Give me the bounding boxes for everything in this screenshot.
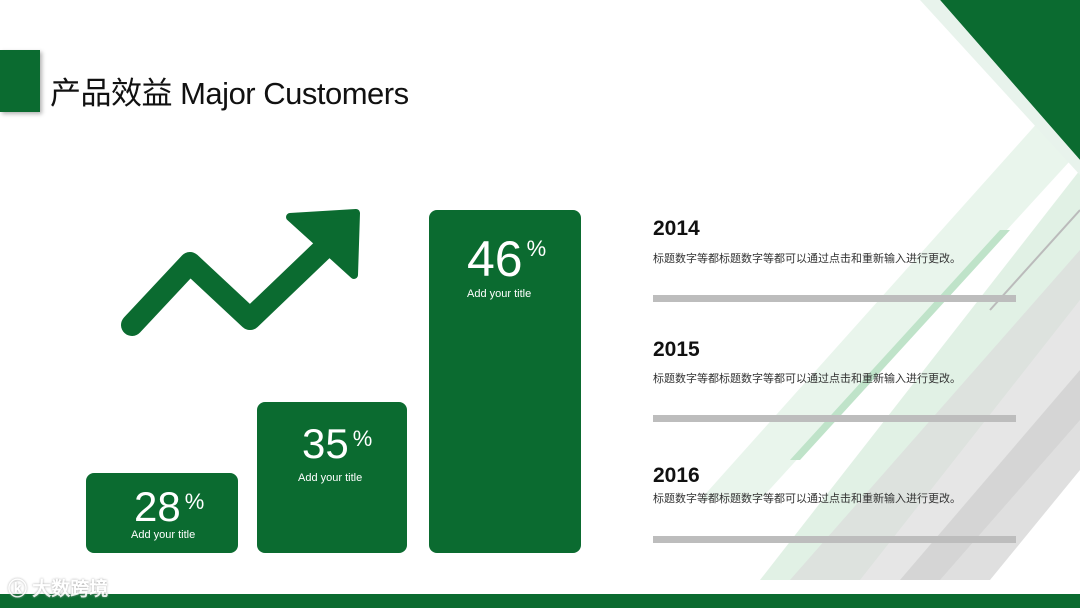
page-title: 产品效益 Major Customers [50, 76, 409, 111]
value-number: 35 [302, 420, 349, 467]
divider [653, 415, 1016, 422]
year-2014: 2014 [653, 217, 700, 240]
bar-46: 46% Add your title [429, 210, 581, 553]
description-2015: 标题数字等都标题数字等都可以通过点击和重新输入进行更改。 [653, 373, 961, 385]
bar-value: 46% [467, 230, 546, 288]
bar-value: 28% [134, 483, 204, 531]
divider [653, 536, 1016, 543]
bar-label: Add your title [131, 529, 196, 541]
value-number: 28 [134, 483, 181, 530]
value-number: 46 [467, 231, 523, 287]
description-2014: 标题数字等都标题数字等都可以通过点击和重新输入进行更改。 [653, 253, 961, 265]
percent-sign: % [526, 236, 547, 261]
watermark-logo-icon: ⓚ [8, 579, 33, 600]
description-2016: 标题数字等都标题数字等都可以通过点击和重新输入进行更改。 [653, 493, 961, 505]
bar-label: Add your title [467, 288, 532, 300]
percent-sign: % [352, 426, 373, 451]
bar-35: 35% Add your title [257, 402, 407, 553]
percent-sign: % [184, 489, 205, 514]
watermark-text: 大数跨境 [32, 579, 109, 600]
divider [653, 295, 1016, 302]
trend-up-arrow-icon [121, 209, 360, 336]
bar-label: Add your title [298, 472, 363, 484]
title-accent-block [0, 50, 40, 112]
bar-value: 35% [302, 420, 372, 468]
footer-bar [0, 594, 1080, 608]
year-2015: 2015 [653, 338, 700, 361]
bar-28: 28% Add your title [86, 473, 238, 553]
year-2016: 2016 [653, 464, 700, 487]
watermark: ⓚ 大数跨境 [8, 574, 108, 601]
